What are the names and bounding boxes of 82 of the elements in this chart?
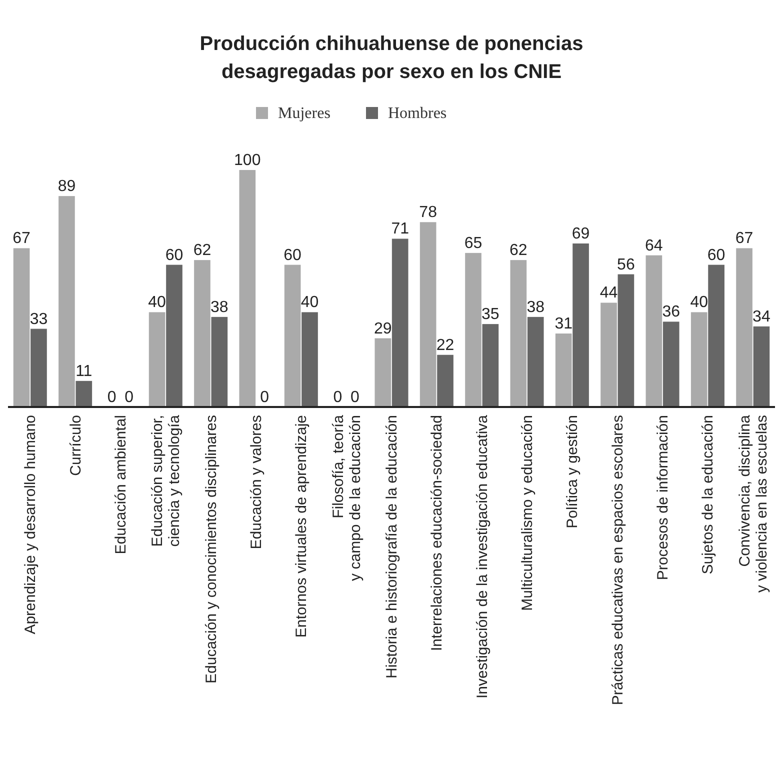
data-label: 34 (752, 308, 770, 326)
data-label: 89 (58, 178, 76, 196)
bar (392, 238, 408, 407)
x-tick-label: Educación y valores (248, 415, 265, 550)
bar (482, 324, 499, 407)
bar (211, 316, 228, 407)
data-label: 29 (374, 320, 392, 338)
bar (662, 322, 680, 407)
data-label: 11 (76, 362, 92, 380)
x-tick-label: Entornos virtuales de aprendizaje (293, 415, 310, 638)
bar (753, 326, 770, 407)
chart-title: Producción chihuahuense de ponencias desagregadas por sexo en los CNIE (200, 33, 584, 83)
data-label: 56 (617, 256, 635, 274)
bar (708, 264, 724, 407)
bar (555, 334, 572, 407)
x-tick-label: Política y gestión (564, 415, 582, 528)
bar (302, 312, 318, 407)
data-label: 60 (284, 246, 302, 264)
data-label: 33 (30, 310, 48, 328)
x-tick-label: Sujetos de la educación (700, 415, 717, 574)
bar (646, 255, 662, 407)
bar (465, 252, 482, 407)
bar (572, 243, 589, 407)
bar (58, 196, 75, 407)
bar (148, 312, 166, 407)
bar (420, 222, 436, 407)
bar (736, 248, 752, 407)
legend-label: Hombres (388, 105, 447, 122)
bar (618, 274, 634, 407)
bar (437, 354, 454, 407)
x-tick-label: Multiculturalismo y educación (519, 415, 536, 611)
x-tick-label: Educación y conocimientos disciplinares (202, 415, 220, 684)
data-label: 40 (148, 294, 166, 312)
data-label: 71 (391, 220, 410, 238)
data-label: 31 (554, 316, 573, 333)
bar (600, 302, 617, 407)
data-label: 38 (210, 298, 228, 316)
legend-label: Mujeres (278, 105, 330, 122)
x-tick-label: Historia e historiografía de la educación (384, 415, 400, 678)
data-label: 64 (645, 237, 663, 254)
data-label: 100 (234, 152, 261, 169)
data-label: 0 (260, 389, 270, 406)
data-label: 40 (300, 294, 319, 312)
bar (374, 338, 392, 407)
x-tick-label: Investigación de la investigación educativa (474, 414, 491, 699)
bar (13, 248, 30, 407)
data-label: 40 (690, 294, 708, 312)
x-tick-label: Currículo (67, 415, 84, 476)
data-label: 22 (436, 336, 454, 354)
bar (76, 380, 92, 407)
data-label: 60 (165, 246, 184, 264)
data-label: 0 (107, 389, 116, 406)
data-label: 36 (662, 304, 680, 321)
x-tick-label: Interrelaciones educación-sociedad (428, 415, 446, 651)
x-tick-label: Aprendizaje y desarrollo humano (22, 415, 40, 634)
bar (527, 316, 544, 407)
data-label: 65 (464, 234, 482, 252)
data-label: 62 (193, 242, 212, 260)
data-label: 0 (350, 389, 360, 406)
x-tick-label: Convivencia, disciplina y violencia en las escuelas (736, 414, 770, 593)
bar (284, 264, 301, 407)
data-label: 38 (526, 298, 545, 316)
x-tick-label: Prácticas educativas en espacios escolares (609, 415, 626, 706)
data-label: 0 (124, 389, 134, 406)
data-label: 35 (482, 306, 500, 324)
bar (30, 328, 47, 407)
data-label: 69 (572, 225, 590, 242)
data-label: 60 (707, 246, 726, 264)
data-label: 67 (735, 230, 754, 248)
x-tick-label: Educación superior, ciencia y tecnología (149, 414, 184, 547)
bar (690, 312, 708, 407)
bar (166, 264, 182, 407)
data-label: 0 (333, 389, 342, 406)
data-label: 44 (600, 284, 618, 302)
data-label: 62 (510, 242, 528, 260)
data-label: 67 (12, 230, 31, 248)
data-label: 78 (419, 204, 438, 222)
bar (194, 260, 210, 407)
bar (510, 260, 527, 407)
bar (239, 170, 256, 407)
x-tick-label: Procesos de información (654, 415, 672, 580)
x-tick-label: Educación ambiental (112, 415, 130, 554)
